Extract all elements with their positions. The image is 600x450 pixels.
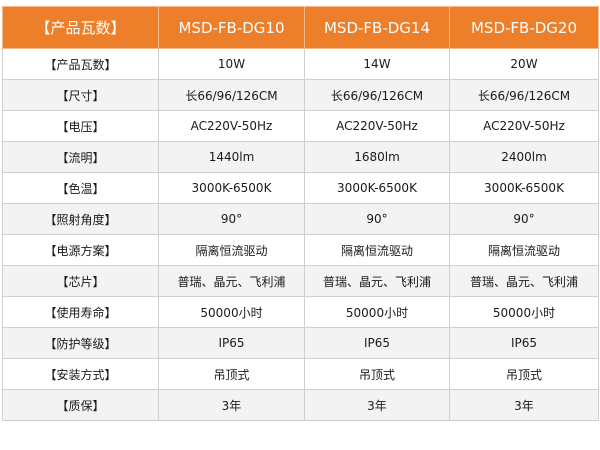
- table-cell: 90°: [449, 203, 599, 235]
- table-cell: AC220V-50Hz: [158, 110, 305, 142]
- table-row: 【色温】 3000K-6500K 3000K-6500K 3000K-6500K: [2, 172, 599, 204]
- table-row: 【流明】 1440lm 1680lm 2400lm: [2, 141, 599, 173]
- row-label: 【安装方式】: [2, 358, 159, 390]
- table-cell: 普瑞、晶元、飞利浦: [449, 265, 599, 297]
- table-row: 【防护等级】 IP65 IP65 IP65: [2, 327, 599, 359]
- table-row: 【安装方式】 吊顶式 吊顶式 吊顶式: [2, 358, 599, 390]
- header-cell-label: 【产品瓦数】: [2, 6, 159, 49]
- table-row: 【芯片】 普瑞、晶元、飞利浦 普瑞、晶元、飞利浦 普瑞、晶元、飞利浦: [2, 265, 599, 297]
- table-cell: IP65: [158, 327, 305, 359]
- spec-table: 【产品瓦数】 MSD-FB-DG10 MSD-FB-DG14 MSD-FB-DG…: [2, 6, 599, 421]
- table-cell: 长66/96/126CM: [449, 79, 599, 111]
- table-cell: 隔离恒流驱动: [158, 234, 305, 266]
- row-label: 【电压】: [2, 110, 159, 142]
- table-cell: 普瑞、晶元、飞利浦: [158, 265, 305, 297]
- table-cell: 90°: [304, 203, 450, 235]
- table-cell: 吊顶式: [449, 358, 599, 390]
- table-cell: IP65: [449, 327, 599, 359]
- table-row: 【尺寸】 长66/96/126CM 长66/96/126CM 长66/96/12…: [2, 79, 599, 111]
- table-cell: 50000小时: [158, 296, 305, 328]
- table-cell: 3000K-6500K: [304, 172, 450, 204]
- table-cell: 1440lm: [158, 141, 305, 173]
- table-cell: 隔离恒流驱动: [304, 234, 450, 266]
- table-cell: 50000小时: [449, 296, 599, 328]
- row-label: 【照射角度】: [2, 203, 159, 235]
- header-cell-model-dg14: MSD-FB-DG14: [304, 6, 450, 49]
- table-row: 【照射角度】 90° 90° 90°: [2, 203, 599, 235]
- table-cell: 3年: [158, 389, 305, 421]
- table-cell: 1680lm: [304, 141, 450, 173]
- table-cell: AC220V-50Hz: [304, 110, 450, 142]
- table-row: 【使用寿命】 50000小时 50000小时 50000小时: [2, 296, 599, 328]
- table-cell: 隔离恒流驱动: [449, 234, 599, 266]
- row-label: 【使用寿命】: [2, 296, 159, 328]
- row-label: 【芯片】: [2, 265, 159, 297]
- table-cell: 普瑞、晶元、飞利浦: [304, 265, 450, 297]
- row-label: 【产品瓦数】: [2, 48, 159, 80]
- table-cell: 20W: [449, 48, 599, 80]
- table-row: 【电压】 AC220V-50Hz AC220V-50Hz AC220V-50Hz: [2, 110, 599, 142]
- table-cell: 3年: [449, 389, 599, 421]
- header-cell-model-dg20: MSD-FB-DG20: [449, 6, 599, 49]
- row-label: 【色温】: [2, 172, 159, 204]
- table-cell: 3年: [304, 389, 450, 421]
- header-cell-model-dg10: MSD-FB-DG10: [158, 6, 305, 49]
- row-label: 【流明】: [2, 141, 159, 173]
- row-label: 【防护等级】: [2, 327, 159, 359]
- table-cell: 吊顶式: [304, 358, 450, 390]
- row-label: 【电源方案】: [2, 234, 159, 266]
- table-cell: 10W: [158, 48, 305, 80]
- table-cell: 长66/96/126CM: [304, 79, 450, 111]
- table-row: 【质保】 3年 3年 3年: [2, 389, 599, 421]
- spec-table-container: 【产品瓦数】 MSD-FB-DG10 MSD-FB-DG14 MSD-FB-DG…: [2, 6, 599, 421]
- row-label: 【质保】: [2, 389, 159, 421]
- table-cell: 吊顶式: [158, 358, 305, 390]
- table-cell: 2400lm: [449, 141, 599, 173]
- table-cell: 14W: [304, 48, 450, 80]
- table-cell: 50000小时: [304, 296, 450, 328]
- table-cell: 3000K-6500K: [158, 172, 305, 204]
- table-cell: 90°: [158, 203, 305, 235]
- table-row: 【产品瓦数】 10W 14W 20W: [2, 48, 599, 80]
- row-label: 【尺寸】: [2, 79, 159, 111]
- table-row: 【电源方案】 隔离恒流驱动 隔离恒流驱动 隔离恒流驱动: [2, 234, 599, 266]
- table-header-row: 【产品瓦数】 MSD-FB-DG10 MSD-FB-DG14 MSD-FB-DG…: [2, 6, 599, 49]
- table-cell: IP65: [304, 327, 450, 359]
- table-cell: AC220V-50Hz: [449, 110, 599, 142]
- table-cell: 长66/96/126CM: [158, 79, 305, 111]
- table-cell: 3000K-6500K: [449, 172, 599, 204]
